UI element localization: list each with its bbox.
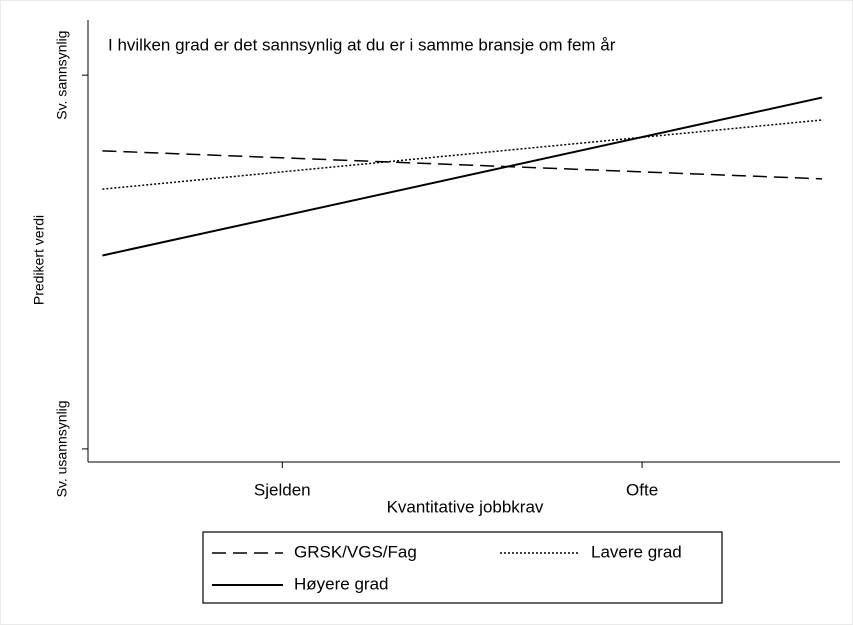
legend-label: Høyere grad [294,574,388,593]
legend-label: Lavere grad [591,542,682,561]
y-axis-label: Predikert verdi [31,215,47,305]
y-tick-label: Sv. sannsynlig [54,31,70,120]
x-tick-label: Sjelden [254,480,311,499]
x-axis-label: Kvantitative jobbkrav [387,497,544,516]
series-line [102,150,823,180]
legend-box [202,531,723,604]
legend-label: GRSK/VGS/Fag [294,542,417,561]
chart-title: I hvilken grad er det sannsynlig at du e… [108,35,616,54]
x-tick-label: Ofte [626,480,658,499]
y-tick-label: Sv. usannsynlig [54,400,70,497]
series-line [102,119,823,190]
series-line [102,96,823,257]
